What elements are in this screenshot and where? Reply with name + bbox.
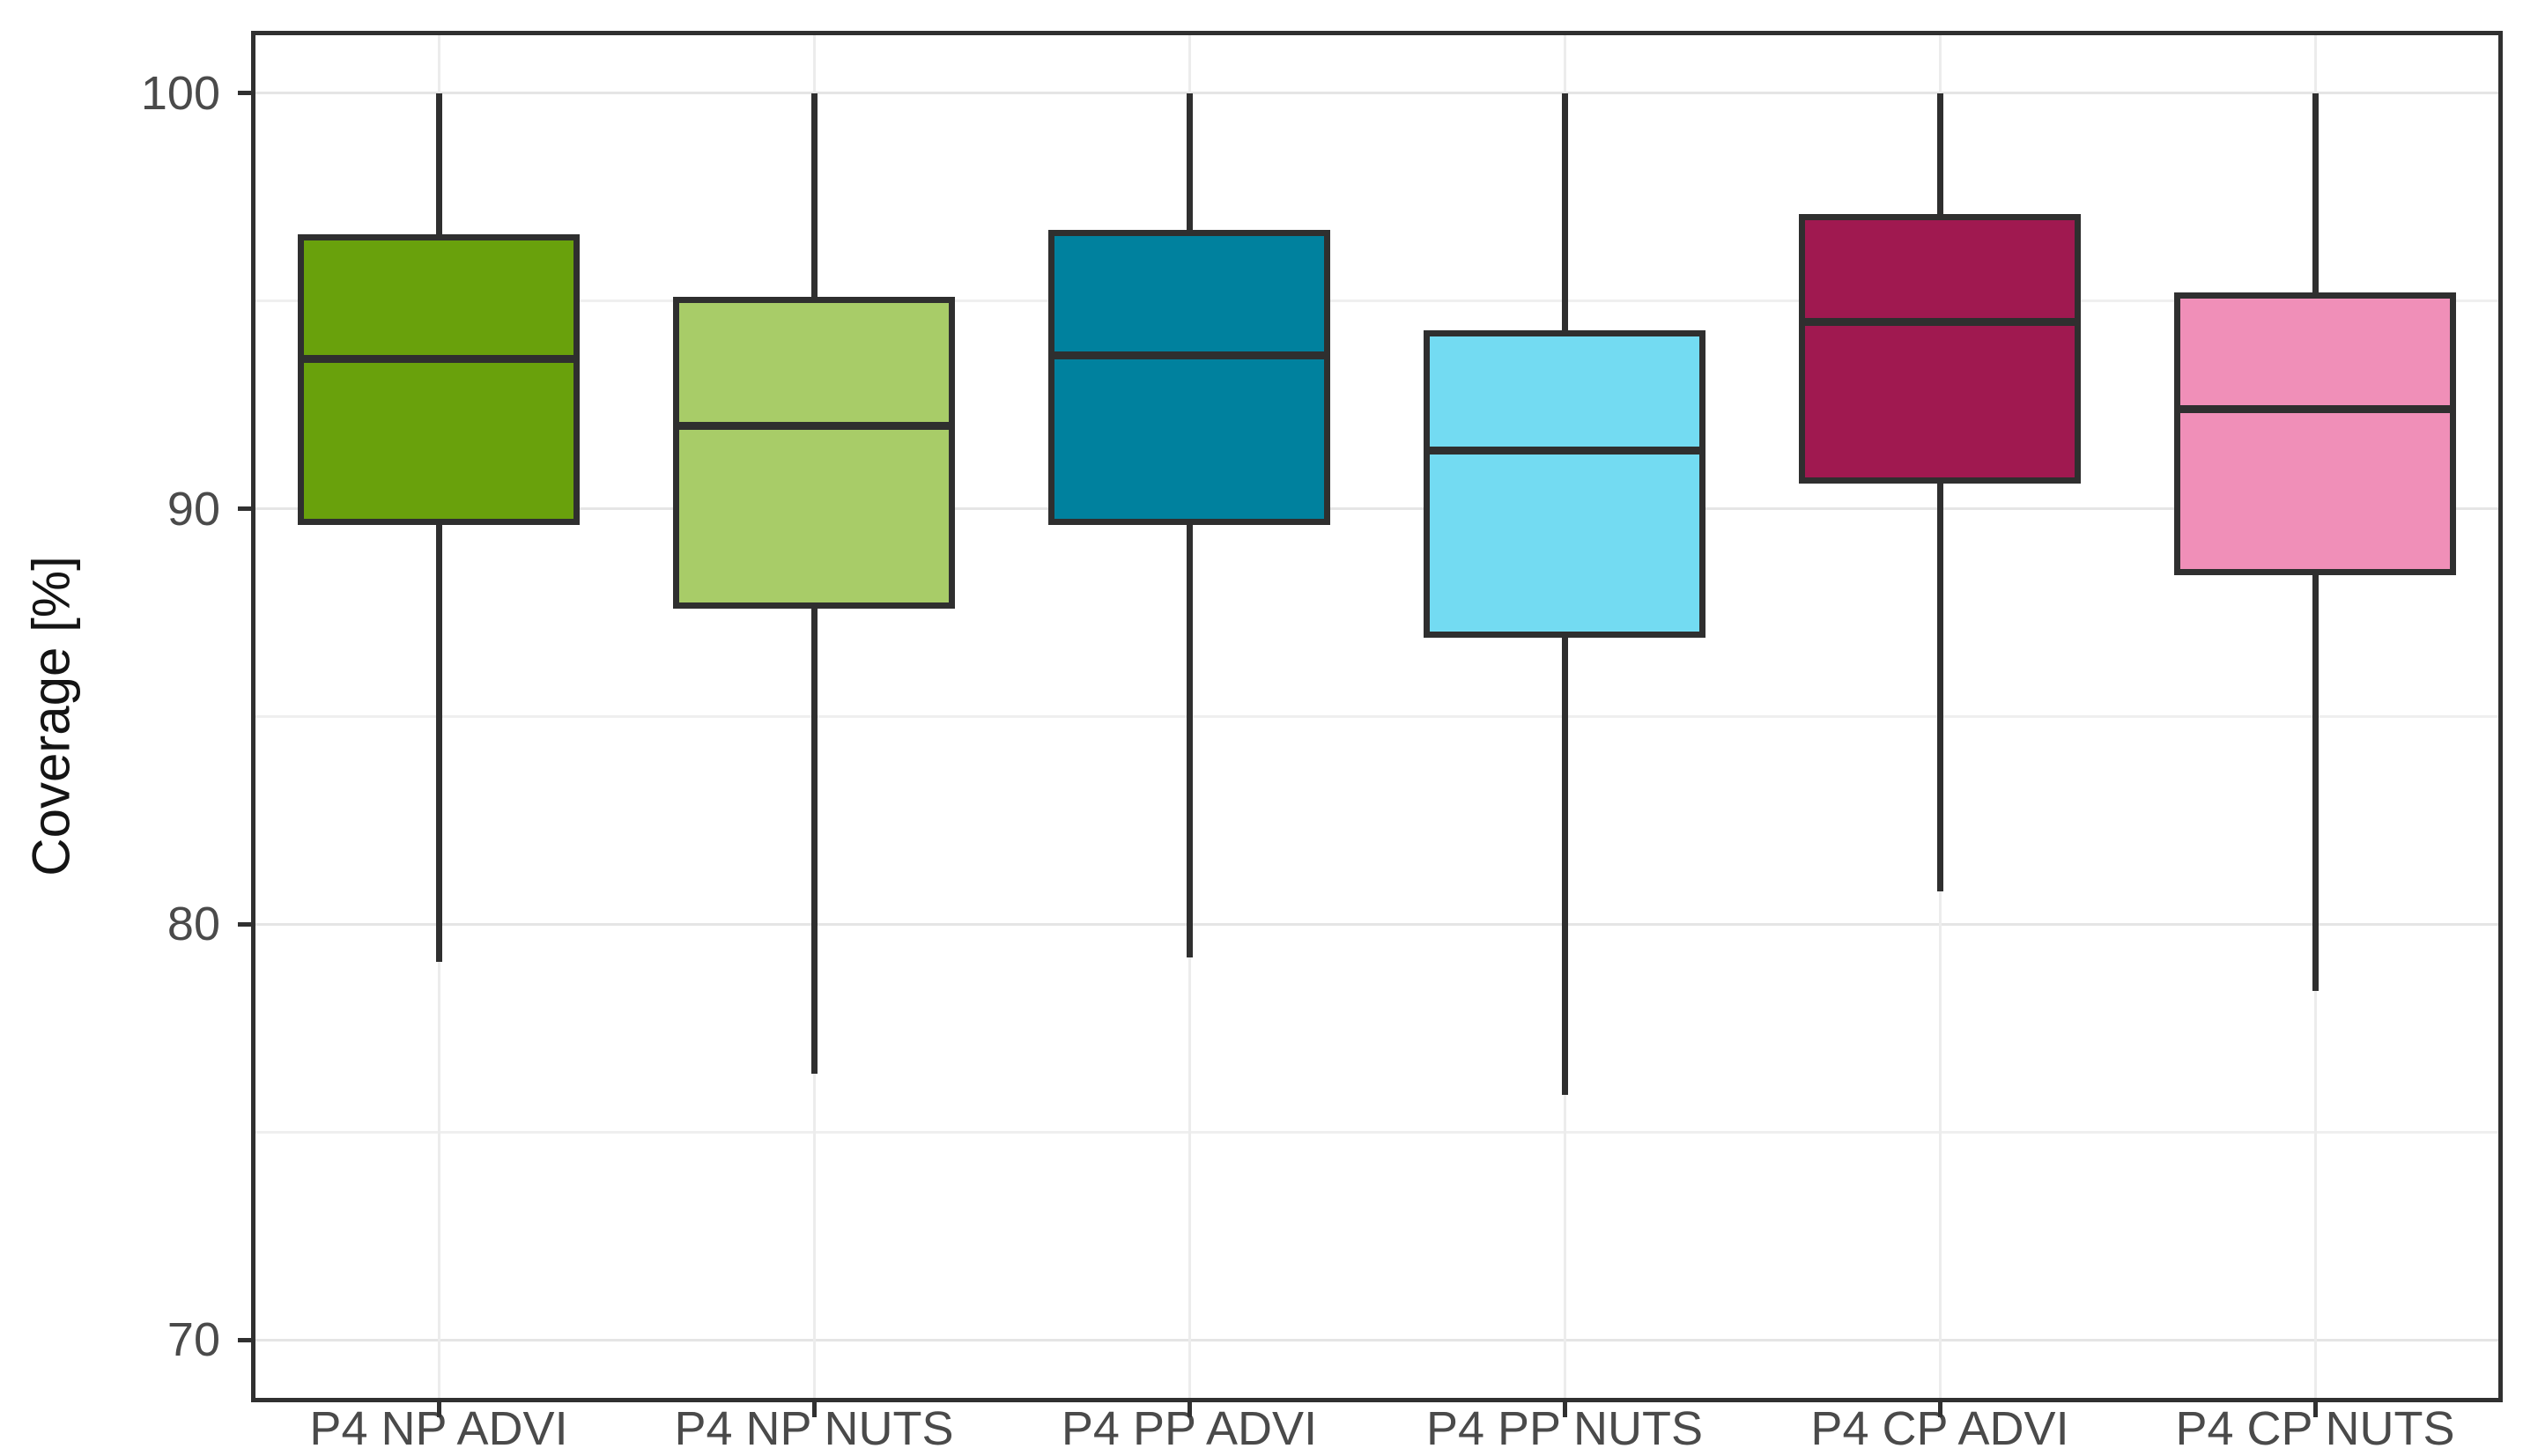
lower-whisker-2 xyxy=(810,608,818,1075)
gridline-major-100 xyxy=(251,92,2503,95)
median-line-6 xyxy=(2180,404,2450,413)
y-tick-70 xyxy=(238,1337,251,1342)
lower-whisker-4 xyxy=(1561,637,1568,1095)
box-6 xyxy=(2174,292,2456,576)
x-tick-1 xyxy=(436,1402,441,1417)
x-tick-3 xyxy=(1187,1402,1192,1417)
box-4 xyxy=(1424,329,1705,638)
upper-whisker-5 xyxy=(1936,92,1943,214)
box-1 xyxy=(298,234,580,526)
box-3 xyxy=(1048,230,1330,526)
median-line-3 xyxy=(1054,351,1324,359)
y-tick-label-70: 70 xyxy=(166,1313,220,1367)
median-line-5 xyxy=(1805,317,2075,326)
plot-panel xyxy=(251,31,2503,1402)
lower-whisker-1 xyxy=(435,525,442,962)
upper-whisker-2 xyxy=(810,92,818,297)
y-tick-label-100: 100 xyxy=(140,66,220,120)
upper-whisker-3 xyxy=(1186,92,1193,231)
lower-whisker-6 xyxy=(2312,575,2319,991)
gridline-major-90 xyxy=(251,507,2503,511)
y-tick-100 xyxy=(238,91,251,96)
box-2 xyxy=(673,296,955,609)
y-axis-title: Coverage [%] xyxy=(21,556,81,876)
y-tick-80 xyxy=(238,921,251,927)
lower-whisker-5 xyxy=(1936,484,1943,891)
gridline-major-80 xyxy=(251,922,2503,926)
gridline-major-70 xyxy=(251,1338,2503,1341)
x-tick-5 xyxy=(1937,1402,1942,1417)
median-line-1 xyxy=(304,355,573,364)
x-tick-6 xyxy=(2312,1402,2318,1417)
upper-whisker-1 xyxy=(435,92,442,235)
median-line-2 xyxy=(679,421,949,430)
y-tick-90 xyxy=(238,506,251,512)
box-5 xyxy=(1799,213,2081,484)
gridline-minor-85 xyxy=(251,715,2503,718)
gridline-minor-75 xyxy=(251,1130,2503,1134)
x-tick-4 xyxy=(1562,1402,1567,1417)
lower-whisker-3 xyxy=(1186,525,1193,958)
median-line-4 xyxy=(1430,447,1699,455)
upper-whisker-4 xyxy=(1561,92,1568,330)
gridline-minor-95 xyxy=(251,299,2503,303)
x-tick-2 xyxy=(811,1402,817,1417)
x-tick-label-6: P4 CP NUTS xyxy=(2175,1402,2455,1455)
y-tick-label-80: 80 xyxy=(166,898,220,951)
y-tick-label-90: 90 xyxy=(166,482,220,536)
upper-whisker-6 xyxy=(2312,92,2319,293)
